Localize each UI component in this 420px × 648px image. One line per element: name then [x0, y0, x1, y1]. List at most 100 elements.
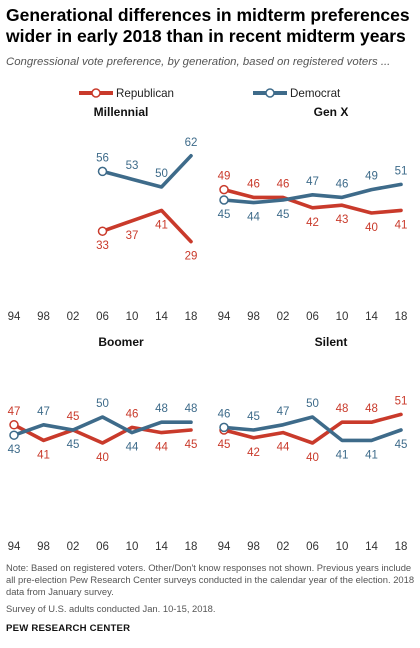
x-tick-label: 94: [8, 311, 21, 323]
legend-republican-swatch: [79, 88, 113, 98]
x-tick-label: 02: [277, 311, 290, 323]
gen-x-panel-title: Gen X: [314, 105, 349, 119]
x-tick-label: 98: [37, 311, 50, 323]
republican-series-line: [12, 423, 193, 445]
millennial-panel-title: Millennial: [94, 105, 149, 119]
republican-point: [9, 420, 19, 430]
x-tick-label: 98: [37, 541, 50, 553]
republican-data-label: 37: [126, 230, 139, 242]
legend-democrat-swatch: [253, 88, 287, 98]
x-tick-label: 14: [365, 541, 378, 553]
republican-data-label: 45: [185, 439, 198, 451]
democrat-data-label: 50: [155, 168, 168, 180]
democrat-data-label: 43: [8, 444, 21, 456]
democrat-data-label: 41: [336, 449, 349, 461]
republican-data-label: 44: [155, 442, 168, 454]
democrat-point: [9, 430, 19, 440]
x-tick-label: 98: [247, 311, 260, 323]
democrat-data-label: 45: [67, 439, 80, 451]
democrat-data-label: 45: [218, 209, 231, 221]
republican-data-label: 46: [126, 408, 139, 420]
democrat-data-label: 50: [96, 398, 109, 410]
republican-data-label: 49: [218, 171, 231, 183]
x-tick-label: 14: [155, 311, 168, 323]
democrat-series-line: [222, 415, 403, 443]
chart-title: Generational differences in midterm pref…: [6, 5, 410, 46]
democrat-series-line: [12, 415, 193, 437]
democrat-data-label: 47: [37, 406, 50, 418]
panel-silent: Silent 94 98 02 06 10 14 18 45 42 44 40 48 48 51 46 45 47…: [210, 330, 420, 565]
republican-data-label: 33: [96, 240, 109, 252]
x-tick-label: 94: [8, 541, 21, 553]
republican-data-label: 45: [218, 439, 231, 451]
x-tick-label: 94: [218, 311, 231, 323]
republican-data-label: 40: [96, 452, 109, 464]
millennial-chart: Millennial 94 98 02 06 10 14 18 33 37 41 29 56 53 50 62: [8, 105, 198, 323]
republican-data-label: 41: [395, 219, 408, 231]
x-tick-label: 02: [67, 541, 80, 553]
republican-data-label: 45: [67, 411, 80, 423]
chart-subtitle: Congressional vote preference, by genera…: [6, 56, 391, 68]
republican-data-label: 42: [306, 217, 319, 229]
democrat-data-label: 45: [277, 209, 290, 221]
democrat-data-label: 46: [336, 178, 349, 190]
democrat-point: [219, 422, 229, 433]
boomer-panel-title: Boomer: [98, 335, 144, 349]
democrat-data-label: 45: [395, 439, 408, 451]
democrat-point: [219, 195, 229, 205]
democrat-series-line: [222, 182, 403, 205]
x-tick-label: 98: [247, 541, 260, 553]
x-tick-label: 94: [218, 541, 231, 553]
republican-data-label: 48: [365, 403, 378, 415]
x-tick-label: 10: [336, 311, 349, 323]
republican-series-line: [222, 187, 403, 215]
panel-millennial: Millennial 94 98 02 06 10 14 18 33 37 41 29 56 53 50 62: [0, 100, 210, 335]
x-tick-label: 10: [126, 541, 139, 553]
republican-data-label: 40: [365, 222, 378, 234]
republican-series-line: [222, 412, 403, 445]
republican-series-line: [100, 208, 193, 244]
x-tick-label: 02: [67, 311, 80, 323]
republican-data-label: 46: [277, 178, 290, 190]
democrat-data-label: 48: [155, 403, 168, 415]
x-tick-label: 14: [365, 311, 378, 323]
x-tick-label: 14: [155, 541, 168, 553]
genx-chart: Gen X 94 98 02 06 10 14 18 49 46 46 42 43 40 41 45 44 45 4…: [218, 105, 408, 323]
republican-data-label: 44: [277, 442, 290, 454]
democrat-data-label: 44: [247, 212, 260, 224]
x-tick-label: 02: [277, 541, 290, 553]
legend-republican: Republican: [78, 85, 174, 101]
republican-data-label: 40: [306, 452, 319, 464]
republican-data-label: 51: [395, 395, 408, 407]
democrat-data-label: 45: [247, 411, 260, 423]
panel-boomer: Boomer 94 98 02 06 10 14 18 47 41 45 40 46 44 45 43 47 45…: [0, 330, 210, 565]
democrat-data-label: 56: [96, 152, 109, 164]
org-name: PEW RESEARCH CENTER: [6, 623, 131, 634]
republican-data-label: 46: [247, 178, 260, 190]
x-tick-label: 18: [185, 541, 198, 553]
legend-republican-label: Republican: [116, 86, 175, 100]
democrat-data-label: 50: [306, 398, 319, 410]
legend-democrat: Democrat: [252, 85, 340, 101]
x-tick-label: 06: [96, 311, 109, 323]
republican-data-label: 47: [8, 406, 21, 418]
democrat-point: [97, 166, 108, 177]
x-tick-label: 10: [336, 541, 349, 553]
chart-notes: Note: Based on registered voters. Other/…: [6, 562, 415, 598]
republican-data-label: 29: [185, 251, 198, 263]
silent-chart: Silent 94 98 02 06 10 14 18 45 42 44 40 48 48 51 46 45 47…: [218, 335, 408, 553]
democrat-data-label: 51: [395, 165, 408, 177]
democrat-data-label: 41: [365, 449, 378, 461]
legend-democrat-label: Democrat: [290, 86, 341, 100]
x-tick-label: 06: [96, 541, 109, 553]
republican-data-label: 48: [336, 403, 349, 415]
x-tick-label: 18: [395, 311, 408, 323]
democrat-data-label: 47: [277, 406, 290, 418]
republican-point: [219, 184, 229, 195]
x-tick-label: 06: [306, 541, 319, 553]
democrat-data-label: 46: [218, 408, 231, 420]
republican-data-label: 42: [247, 447, 260, 459]
x-tick-label: 06: [306, 311, 319, 323]
x-tick-label: 18: [185, 311, 198, 323]
democrat-data-label: 48: [185, 403, 198, 415]
